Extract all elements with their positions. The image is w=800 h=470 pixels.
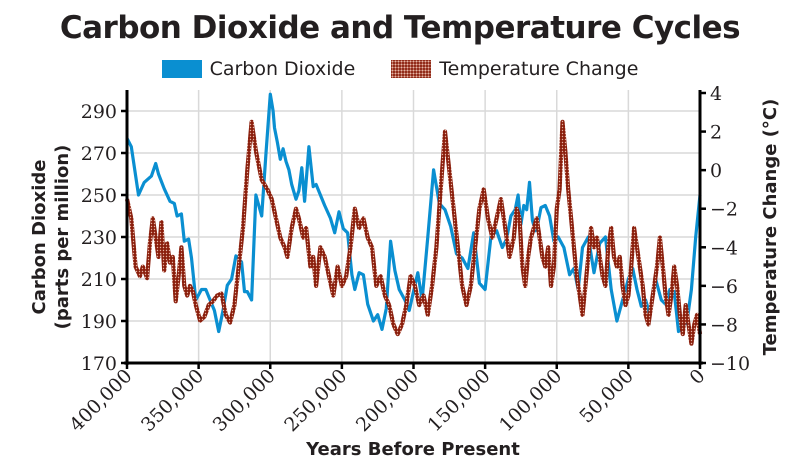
series-line-carbon-dioxide — [125, 92, 702, 334]
series-line-temperature-change — [124, 119, 703, 346]
x-tick-label: 300,000 — [209, 365, 280, 436]
x-tick-label: 0 — [685, 365, 709, 389]
legend-item-temperature-change: Temperature Change — [391, 58, 638, 80]
y2-tick-label: −10 — [710, 353, 750, 375]
y2-tick-label: −2 — [710, 199, 738, 221]
x-tick-label: 400,000 — [65, 365, 136, 436]
y-tick-label: 170 — [81, 353, 117, 375]
y-tick-label: 270 — [81, 143, 117, 165]
legend: Carbon Dioxide Temperature Change — [0, 58, 800, 80]
x-tick-label: 100,000 — [495, 365, 566, 436]
y-tick-label: 190 — [81, 311, 117, 333]
y-tick-label: 250 — [81, 185, 117, 207]
x-tick-label: 150,000 — [424, 365, 495, 436]
legend-swatch-temperature-change — [391, 60, 432, 78]
x-tick-label: 250,000 — [280, 365, 351, 436]
y2-tick-label: 0 — [710, 160, 722, 182]
y2-tick-label: −8 — [710, 314, 738, 336]
x-tick-label: 50,000 — [575, 365, 638, 428]
y2-tick-label: 2 — [710, 122, 722, 144]
y-axis-title-line2: (parts per million) — [52, 145, 73, 330]
grid — [127, 90, 700, 363]
x-tick-label: 200,000 — [352, 365, 423, 436]
x-tick-label: 350,000 — [137, 365, 208, 436]
y-tick-label: 230 — [81, 227, 117, 249]
y2-axis-title: Temperature Change (°C) — [760, 99, 781, 356]
y2-tick-label: 4 — [710, 83, 722, 105]
axes — [121, 90, 706, 369]
legend-swatch-carbon-dioxide — [161, 60, 202, 78]
legend-label-temperature-change: Temperature Change — [439, 58, 639, 80]
y-tick-label: 210 — [81, 269, 117, 291]
y-tick-label: 290 — [81, 101, 117, 123]
legend-label-carbon-dioxide: Carbon Dioxide — [209, 58, 356, 80]
chart-title: Carbon Dioxide and Temperature Cycles — [59, 10, 741, 46]
series-layer — [124, 92, 703, 346]
x-axis-title: Years Before Present — [305, 439, 520, 460]
y2-tick-label: −6 — [710, 276, 738, 298]
legend-item-carbon-dioxide: Carbon Dioxide — [161, 58, 356, 80]
y2-tick-label: −4 — [710, 237, 738, 259]
y-axis-title-line1: Carbon Dioxide — [29, 160, 50, 315]
